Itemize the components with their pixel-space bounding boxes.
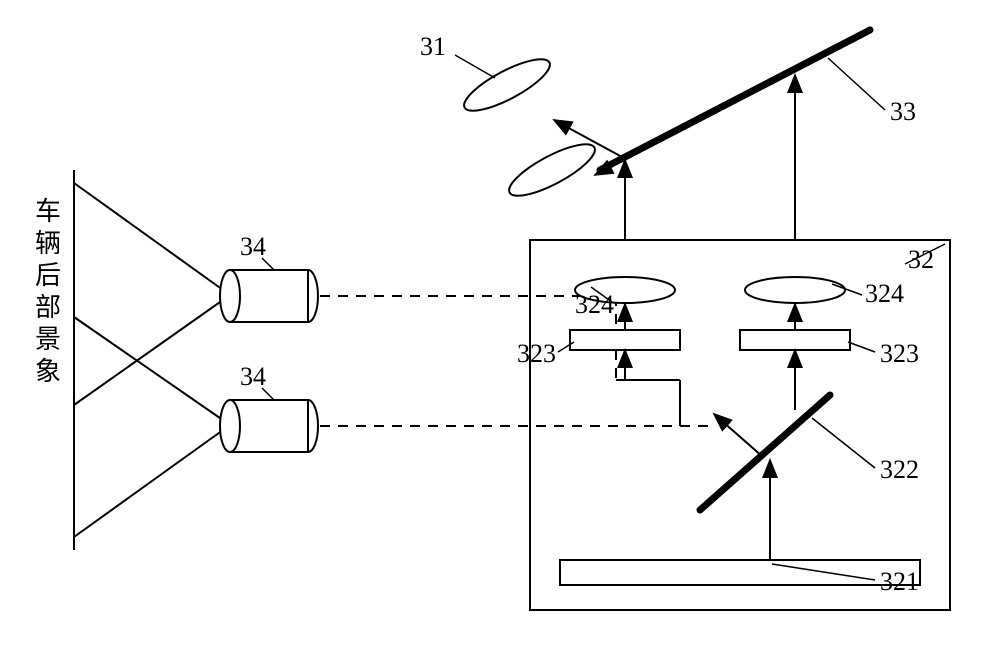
component-label: 34 (240, 362, 266, 391)
display-panel (740, 330, 850, 350)
camera-cylinder (220, 400, 318, 452)
camera-cylinder (220, 270, 318, 322)
label-leader (828, 58, 885, 110)
component-label: 31 (420, 32, 446, 61)
projection-lens (745, 277, 845, 303)
component-label: 322 (880, 455, 919, 484)
scene-label: 车辆后部景象 (35, 197, 61, 386)
light-ray-arrow (714, 414, 763, 457)
scene-ray (74, 295, 230, 405)
label-leader (812, 418, 875, 468)
component-label: 34 (240, 232, 266, 261)
light-ray-arrow (595, 72, 792, 175)
light-source (560, 560, 920, 585)
label-leader (848, 342, 875, 352)
combiner-mirror (600, 30, 870, 170)
label-leader (455, 55, 495, 78)
component-label: 32 (908, 245, 934, 274)
component-label: 323 (517, 339, 556, 368)
scene-ray (74, 183, 230, 295)
component-label: 323 (880, 339, 919, 368)
scene-ray (74, 317, 230, 425)
scene-ray (74, 425, 230, 537)
beam-splitter-mirror (700, 395, 830, 510)
eye-lens (503, 135, 601, 205)
display-panel (570, 330, 680, 350)
component-label: 33 (890, 97, 916, 126)
component-label: 324 (575, 290, 614, 319)
component-label: 324 (865, 279, 904, 308)
optical-schematic: 车辆后部景象 31 33 32 34 34 324 324 323 323 322 321 (0, 0, 1000, 660)
component-label: 321 (880, 567, 919, 596)
diagram-canvas: 车辆后部景象 31 33 32 34 34 324 324 323 323 322 321 (0, 0, 1000, 660)
eye-lens (458, 50, 556, 120)
